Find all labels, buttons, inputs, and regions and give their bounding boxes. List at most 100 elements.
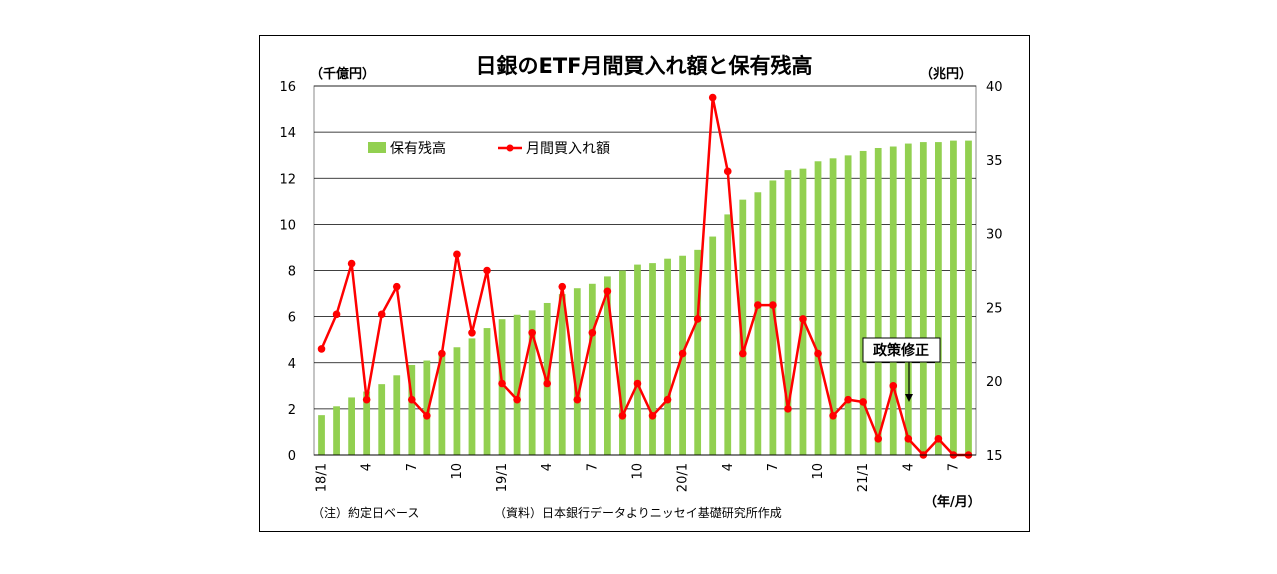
line-point [934, 435, 943, 443]
bar [799, 168, 807, 455]
left-axis-unit: （千億円） [310, 66, 375, 82]
bar [453, 347, 461, 455]
line-point [874, 435, 883, 443]
bar [919, 142, 927, 455]
line-point [708, 93, 717, 102]
policy-annotation: 政策修正 [862, 337, 941, 402]
bar [769, 180, 777, 456]
bar [784, 170, 792, 455]
x-tick-label: 20/1 [676, 463, 691, 492]
bar [950, 140, 957, 455]
line-point [603, 287, 612, 296]
line-point [347, 259, 356, 268]
bar [348, 397, 355, 455]
line-point [377, 310, 386, 319]
x-tick-label: 4 [360, 463, 375, 471]
right-tick-label: 20 [986, 375, 1003, 390]
right-tick-label: 35 [986, 154, 1003, 169]
bar [513, 314, 521, 455]
line-point [362, 395, 371, 404]
line-point [392, 282, 401, 291]
legend-line-label: 月間買入れ額 [526, 141, 610, 157]
line-point [423, 411, 431, 420]
annotation-box [862, 337, 941, 363]
bar [904, 143, 912, 455]
right-tick-label: 40 [986, 80, 1003, 95]
bar [935, 142, 942, 455]
legend: 保有残高 月間買入れ額 [368, 140, 610, 157]
line-point [438, 349, 446, 358]
line-point [814, 349, 822, 358]
x-tick-label: 4 [540, 463, 555, 471]
bar [859, 150, 867, 455]
line-point [663, 395, 672, 404]
line-point [859, 398, 867, 406]
bar [318, 415, 325, 455]
line-point [844, 395, 852, 404]
bar [408, 364, 416, 455]
line-point [754, 301, 762, 309]
right-tick-label: 30 [986, 228, 1003, 243]
left-tick-label: 4 [288, 357, 296, 372]
bar [423, 360, 431, 455]
bar [649, 263, 656, 455]
line-point [332, 310, 341, 319]
line-point [453, 250, 461, 259]
left-tick-label: 0 [288, 449, 296, 464]
legend-line-marker [506, 144, 514, 152]
x-tick-label: 21/1 [856, 463, 871, 492]
left-tick-label: 14 [279, 126, 296, 141]
x-axis-unit: （年/月） [924, 494, 981, 510]
annotation-label: 政策修正 [873, 342, 929, 359]
bar [333, 406, 340, 455]
bar [438, 353, 446, 455]
x-tick-label: 4 [721, 463, 736, 471]
line-point [317, 345, 326, 353]
bar [528, 310, 536, 455]
left-tick-label: 12 [279, 172, 296, 187]
bar [709, 236, 717, 455]
legend-bar-label: 保有残高 [390, 140, 446, 157]
bar [573, 288, 581, 455]
chart-title: 日銀のETF月間買入れ額と保有残高 [475, 54, 812, 78]
x-tick-label: 19/1 [495, 463, 510, 492]
left-tick-label: 16 [279, 80, 296, 95]
x-tick-label: 7 [585, 463, 600, 471]
line-point [633, 379, 642, 388]
line-point [468, 328, 476, 337]
bar [694, 249, 702, 455]
bar [724, 214, 732, 455]
line-point [678, 349, 687, 358]
bar [874, 147, 882, 455]
left-tick-label: 8 [288, 265, 296, 280]
bar [664, 258, 671, 455]
line-series [317, 93, 973, 459]
annotation-arrowhead [905, 394, 913, 402]
x-tick-label: 10 [630, 463, 645, 480]
source-note: （資料）日本銀行データよりニッセイ基礎研究所作成 [494, 505, 782, 520]
x-tick-label: 7 [766, 463, 781, 471]
right-tick-label: 15 [986, 449, 1003, 464]
x-tick-label: 18/1 [315, 463, 330, 492]
bar [889, 146, 897, 455]
bar [829, 158, 837, 455]
bar-series [318, 140, 972, 456]
bar [378, 384, 386, 455]
bar [965, 140, 972, 455]
legend-bar-swatch [368, 142, 386, 153]
chart-frame: 日銀のETF月間買入れ額と保有残高 （千億円） （兆円） （年/月） 0 2 4 6 8… [259, 35, 1030, 532]
line-point [799, 315, 807, 323]
bar [393, 375, 401, 455]
line-point [528, 328, 536, 337]
bar [814, 161, 822, 455]
line-point [648, 411, 657, 420]
line-point [723, 167, 732, 176]
bar [619, 270, 626, 455]
line-point [738, 349, 747, 358]
bar [588, 283, 596, 455]
x-tick-label: 10 [811, 463, 826, 480]
line-point [543, 379, 552, 388]
left-tick-label: 6 [288, 311, 296, 326]
right-axis-unit: （兆円） [920, 66, 972, 82]
line-point [573, 395, 582, 404]
